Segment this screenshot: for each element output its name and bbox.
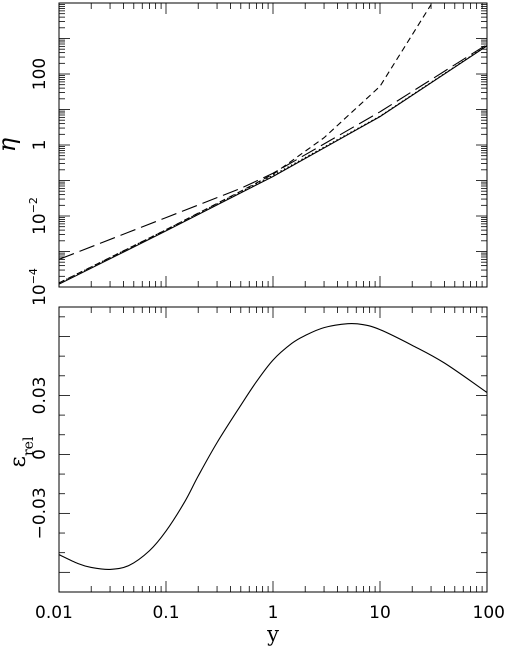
y-tick-label: 1 (30, 140, 50, 151)
bottom-series-solid (58, 322, 488, 570)
epsilon-symbol: ε (6, 456, 31, 467)
svg-text:εrel: εrel (6, 436, 37, 467)
bottom-plot-frame (58, 306, 488, 593)
x-tick-label: 0.1 (152, 603, 179, 623)
bottom-y-axis-label: εrel (6, 436, 37, 467)
y-tick-label: 10−4 (27, 268, 50, 306)
top-panel: 10−4 10−2 1 100 (27, 2, 488, 306)
y-tick-label: 0.03 (30, 377, 50, 415)
bottom-panel: −0.03 0 0.03 0.01 0.1 1 10 100 (30, 306, 505, 623)
epsilon-subscript: rel (21, 436, 37, 456)
y-tick-label: 10−2 (27, 197, 50, 235)
x-tick-label: 0.01 (35, 603, 73, 623)
y-tick-label: −0.03 (30, 487, 50, 539)
y-tick-label: 0 (30, 449, 50, 460)
top-series-dotted (59, 44, 487, 284)
x-tick-label: 1 (268, 603, 279, 623)
top-series-long-dash (59, 43, 487, 260)
x-tick-label: 10 (369, 603, 391, 623)
top-series-solid (59, 45, 487, 285)
top-y-axis-label: η (0, 137, 21, 152)
x-axis-label: y (266, 622, 279, 646)
y-tick-label: 100 (30, 58, 50, 90)
x-tick-label: 100 (473, 603, 505, 623)
top-series-short-dash (59, 4, 432, 284)
top-plot-frame (58, 2, 488, 288)
